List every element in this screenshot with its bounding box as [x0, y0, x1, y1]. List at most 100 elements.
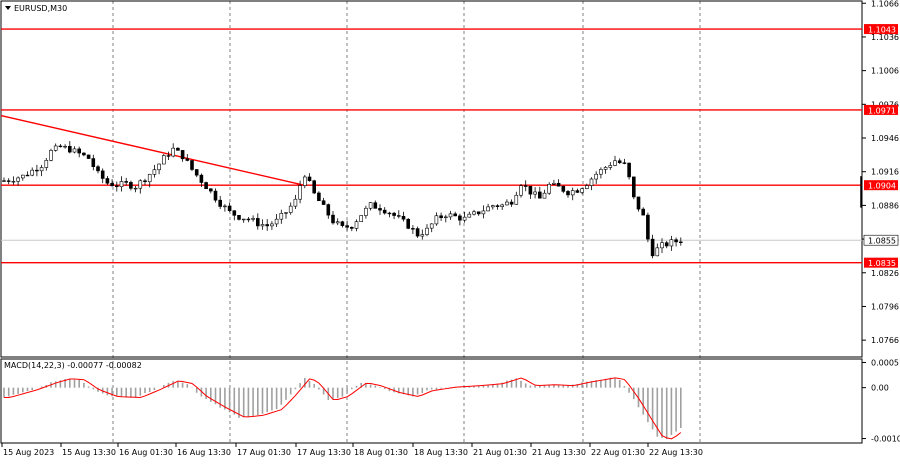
candle-body [39, 167, 44, 172]
candle-body [368, 202, 373, 209]
candle-body [100, 170, 105, 179]
candle-body [223, 205, 227, 208]
day-separator-grid [112, 1, 701, 443]
candle-body [561, 185, 566, 192]
time-tick-label: 21 Aug 01:30 [473, 448, 527, 457]
macd-tick-label: 0.00051 [871, 358, 900, 367]
candle-body [420, 234, 425, 237]
candle-body [401, 215, 406, 220]
candle-body [199, 174, 204, 183]
candle-body [49, 150, 53, 161]
candle-body [622, 162, 627, 164]
candle-body [133, 187, 138, 190]
candle-body [162, 155, 166, 165]
candle-body [298, 185, 302, 200]
candle-body [453, 213, 458, 217]
macd-indicator-pane[interactable] [0, 358, 863, 444]
candle-body [589, 178, 594, 186]
candle-body [627, 162, 631, 178]
macd-histogram [3, 377, 682, 440]
candle-body [660, 242, 664, 249]
price-tick-label: 1.0976 [871, 100, 899, 109]
candle-body [514, 194, 519, 205]
symbol-title[interactable]: EURUSD,M30 [5, 4, 67, 13]
candle-body [476, 211, 481, 215]
candle-body [594, 173, 599, 180]
candle-body [429, 223, 434, 229]
candle-body [443, 216, 448, 219]
candle-body [678, 241, 683, 244]
candle-body [552, 182, 556, 185]
candle-body [406, 218, 411, 229]
candle-body [340, 221, 345, 226]
candle-body [331, 214, 335, 224]
macd-tick-label: -0.00103 [871, 435, 900, 444]
candle-body [293, 198, 298, 207]
candle-body [119, 181, 124, 188]
candle-body [505, 201, 509, 206]
candle-body [387, 212, 392, 215]
candlesticks [2, 141, 862, 259]
trend-line[interactable] [0, 114, 305, 186]
candle-body [30, 169, 35, 176]
candle-body [312, 180, 317, 194]
candle-body [613, 160, 617, 166]
candle-body [434, 215, 439, 225]
candle-body [650, 238, 655, 257]
candle-body [364, 207, 368, 216]
candle-body [72, 148, 77, 153]
candle-body [542, 192, 547, 199]
candle-body [641, 208, 646, 216]
candle-body [124, 181, 128, 183]
candle-body [11, 180, 16, 183]
candle-body [274, 218, 279, 225]
candle-body [143, 180, 147, 183]
trend-line[interactable] [0, 114, 305, 186]
horizontal-levels[interactable] [1, 28, 862, 264]
price-axis[interactable]: 1.1066 1.1036 1.1006 1.0976 1.0946 1.0916 1.08… [862, 0, 899, 345]
candle-body [317, 192, 321, 202]
candle-body [472, 211, 476, 215]
candle-body [110, 182, 114, 187]
price-tick-label: 1.1066 [871, 0, 899, 8]
price-tick-label: 1.0886 [871, 201, 899, 210]
candle-body [213, 190, 218, 201]
level-label-1.0835: 1.0835 [868, 259, 896, 268]
candle-body [227, 205, 232, 211]
main-price-pane[interactable] [0, 0, 863, 358]
macd-axis: 0.00051 0.00 -0.00103 [862, 358, 900, 444]
candle-body [523, 185, 528, 187]
candle-body [359, 215, 364, 222]
macd-label: MACD(14,22,3) -0.00077 -0.00082 [4, 361, 142, 370]
candle-body [335, 221, 340, 224]
candle-body [63, 145, 67, 148]
candle-body [241, 218, 246, 221]
time-axis[interactable]: 15 Aug 2023 15 Aug 13:30 16 Aug 01:30 16 Au… [1, 443, 703, 457]
candle-body [270, 223, 274, 227]
candle-body [218, 199, 222, 207]
time-tick-label: 22 Aug 13:30 [649, 448, 703, 457]
candle-body [82, 152, 86, 156]
candle-body [321, 200, 326, 205]
dropdown-triangle-icon[interactable] [5, 6, 11, 10]
candle-body [636, 196, 641, 210]
candle-body [599, 169, 603, 175]
candle-body [255, 218, 260, 227]
candle-body [204, 182, 208, 190]
current-price-label: 1.0855 [868, 237, 896, 246]
candle-body [147, 174, 152, 183]
candle-body [105, 178, 110, 184]
candle-body [176, 147, 180, 151]
candle-body [58, 145, 63, 148]
time-tick-label: 21 Aug 13:30 [532, 448, 586, 457]
candle-body [500, 204, 505, 207]
chart-title: EURUSD,M30 [14, 4, 67, 13]
candle-body [25, 174, 30, 177]
candle-body [35, 169, 39, 172]
price-tick-label: 1.0916 [871, 168, 899, 177]
candle-body [279, 213, 284, 220]
candle-body [68, 145, 72, 153]
candle-body [646, 214, 650, 240]
